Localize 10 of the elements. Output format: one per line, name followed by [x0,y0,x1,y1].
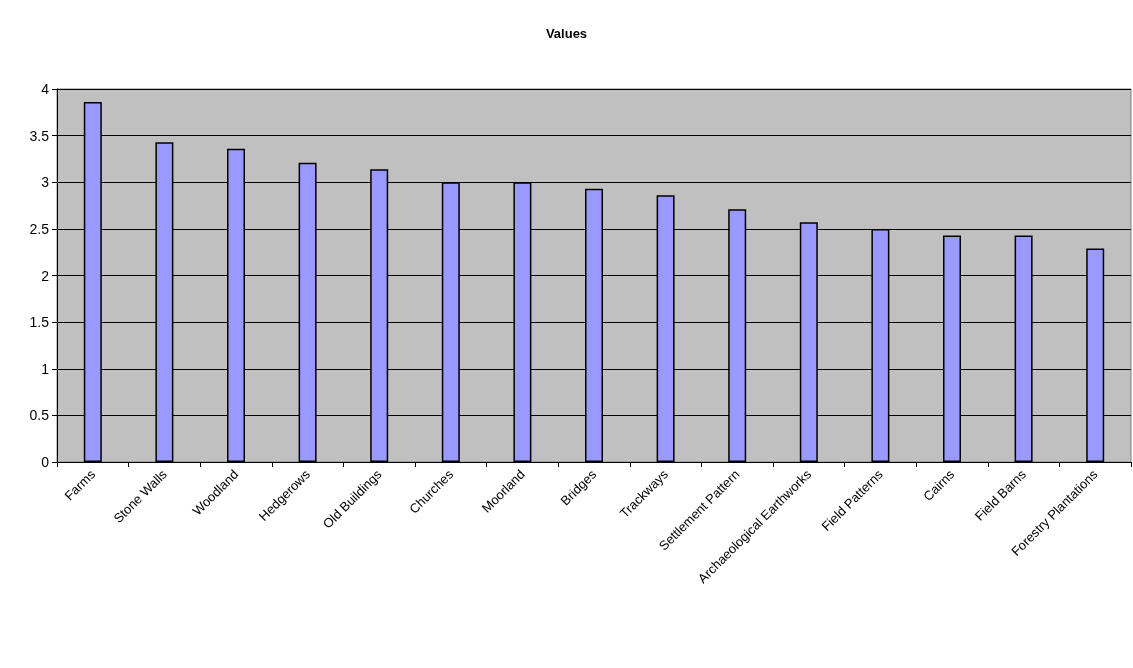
y-tick-label: 2.5 [29,220,50,237]
y-tick-label: 0 [41,454,50,470]
chart-title: Values [545,26,588,41]
y-tick-label: 3 [41,174,50,191]
y-tick-label: 1.5 [29,314,50,331]
y-tick-label: 2 [41,267,50,284]
y-tick-label: 4 [41,81,50,97]
y-tick-label: 3.5 [29,127,50,144]
y-tick-label: 1 [41,360,50,377]
y-tick-label: 0.5 [29,407,50,424]
